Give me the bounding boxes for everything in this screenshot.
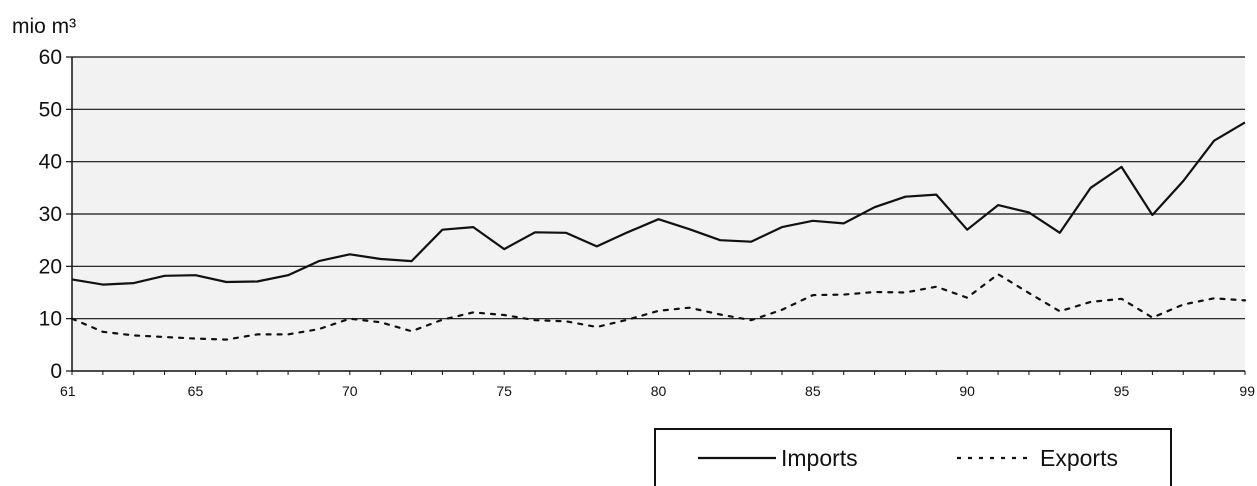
x-tick-label-90: 90 — [959, 383, 975, 399]
x-tick-label-99: 99 — [1239, 383, 1255, 399]
x-tick-label-85: 85 — [805, 383, 821, 399]
y-tick-label-40: 40 — [39, 151, 62, 174]
x-tick-label-95: 95 — [1114, 383, 1130, 399]
y-tick-label-60: 60 — [39, 46, 62, 69]
x-tick-label-61: 61 — [60, 383, 76, 399]
y-tick-label-50: 50 — [39, 98, 62, 121]
y-tick-label-30: 30 — [39, 203, 62, 226]
y-tick-labels: 0 10 20 30 40 50 60 — [39, 46, 62, 383]
x-tick-label-80: 80 — [651, 383, 667, 399]
y-axis-unit-label: mio m³ — [12, 15, 76, 38]
y-tick-label-10: 10 — [39, 308, 62, 331]
x-tick-label-70: 70 — [342, 383, 358, 399]
x-tick-labels: 61 65 70 75 80 85 90 95 99 — [60, 383, 1255, 399]
legend-label-imports: Imports — [781, 445, 858, 471]
x-tick-label-75: 75 — [496, 383, 512, 399]
legend: Imports Exports — [655, 429, 1171, 486]
legend-label-exports: Exports — [1040, 445, 1118, 471]
x-tick-label-65: 65 — [188, 383, 204, 399]
y-tick-label-20: 20 — [39, 255, 62, 278]
y-tick-label-0: 0 — [50, 360, 62, 383]
